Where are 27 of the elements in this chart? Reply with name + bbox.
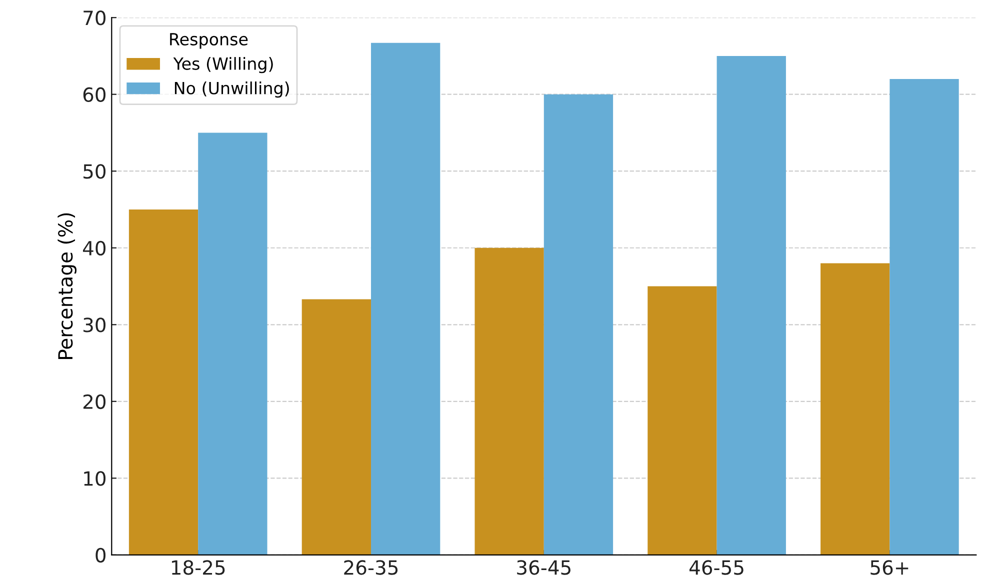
bar [820, 263, 890, 555]
y-tick-label: 10 [84, 471, 106, 486]
y-tick-label: 0 [96, 548, 106, 563]
y-tick-label: 70 [84, 10, 106, 26]
bar [128, 209, 198, 555]
legend-label: Yes (Willing) [173, 57, 273, 74]
legend-label: No (Unwilling) [174, 82, 289, 98]
legend-title: Response [170, 33, 248, 49]
y-tick-label: 20 [83, 394, 106, 410]
x-tick-label: 46-55 [689, 560, 744, 575]
y-tick-label: 60 [83, 87, 106, 102]
bar [370, 42, 440, 555]
x-tick-label: 36-45 [517, 560, 570, 575]
bar [890, 78, 959, 555]
x-tick-label: 18-25 [172, 560, 225, 575]
bar [302, 299, 371, 555]
x-tick-label: 26-35 [344, 560, 398, 575]
y-tick-label: 50 [84, 164, 106, 179]
x-tick-label: 56+ [870, 560, 908, 575]
bar [198, 132, 268, 555]
y-tick-label: 40 [82, 240, 106, 256]
bar [544, 94, 614, 555]
bar [716, 56, 786, 555]
y-axis-title: Percentage (%) [58, 213, 76, 359]
bar [474, 248, 544, 555]
y-tick-label: 30 [84, 318, 106, 332]
bar [648, 286, 717, 555]
